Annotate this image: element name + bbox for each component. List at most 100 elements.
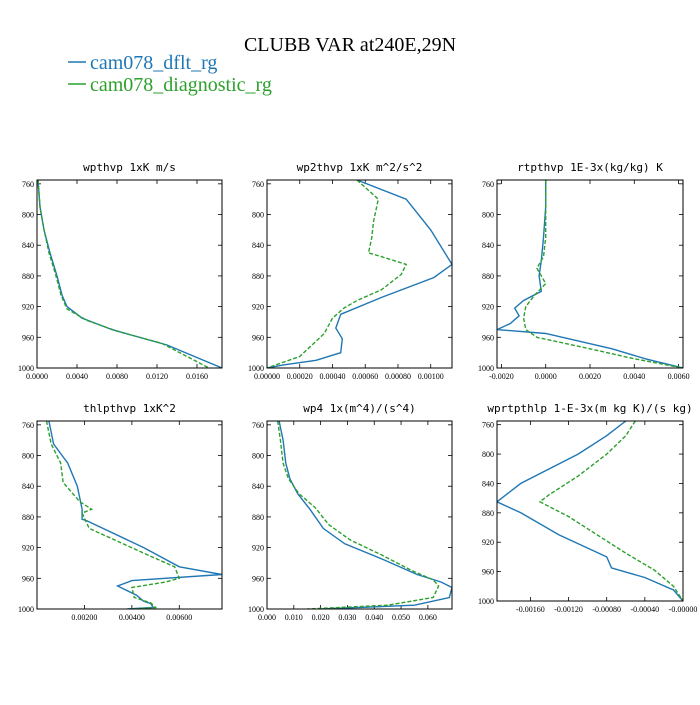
x-tick-label: 0.00020: [287, 372, 313, 381]
y-tick-label: 920: [482, 538, 494, 547]
x-tick-label: -0.00080: [592, 605, 621, 614]
series-line-dflt: [497, 180, 683, 368]
x-tick-label: 0.00000: [254, 372, 280, 381]
series-line-diagnostic: [37, 180, 210, 368]
y-tick-label: 840: [252, 482, 264, 491]
panel-4: thlpthvp 1xK^2 1000 960 920 880 840 800 760 0.00…: [18, 402, 223, 622]
y-tick-label: 800: [482, 211, 494, 220]
y-tick-label: 920: [22, 544, 34, 553]
x-tick-label: 0.0160: [186, 372, 208, 381]
y-tick-label: 840: [482, 479, 494, 488]
x-tick-label: 0.00100: [418, 372, 444, 381]
y-tick-label: 760: [252, 421, 264, 430]
x-tick-label: 0.00040: [319, 372, 345, 381]
series-line-dflt: [497, 421, 683, 601]
plot-frame: [496, 179, 684, 369]
y-tick-label: 1000: [248, 364, 264, 373]
series-line-dflt: [278, 421, 452, 609]
y-tick-label: 760: [482, 180, 494, 189]
y-tick-label: 880: [482, 509, 494, 518]
panel-5: wp4 1x(m^4)/(s^4) 1000 960 920 880 840 800 760 0…: [248, 402, 453, 622]
plot-frame: [36, 420, 223, 610]
panel-title: thlpthvp 1xK^2: [83, 402, 176, 415]
y-tick-label: 880: [252, 272, 264, 281]
legend: cam078_dflt_rg cam078_diagnostic_rg: [68, 52, 272, 96]
figure-title: CLUBB VAR at240E,29N: [244, 34, 456, 56]
x-tick-label: 0.030: [338, 613, 356, 622]
y-tick-label: 920: [22, 303, 34, 312]
x-tick-label: -0.0020: [489, 372, 514, 381]
x-tick-label: -0.00160: [516, 605, 545, 614]
x-tick-label: -0.00000: [669, 605, 698, 614]
x-tick-label: 0.00080: [385, 372, 411, 381]
legend-label-diagnostic: cam078_diagnostic_rg: [90, 74, 272, 96]
x-tick-label: 0.020: [312, 613, 330, 622]
y-tick-label: 960: [22, 574, 34, 583]
y-tick-label: 840: [482, 241, 494, 250]
y-tick-label: 960: [482, 568, 494, 577]
x-tick-label: 0.0060: [668, 372, 690, 381]
series-line-diagnostic: [277, 421, 440, 609]
x-tick-label: 0.00600: [166, 613, 192, 622]
y-tick-label: 800: [252, 452, 264, 461]
y-tick-label: 1000: [478, 597, 494, 606]
panel-2: wp2thvp 1xK m^2/s^2 1000 960 920 880 840 800 76…: [248, 161, 453, 381]
y-tick-label: 1000: [478, 364, 494, 373]
plot-frame: [266, 179, 453, 369]
x-tick-label: 0.00060: [352, 372, 378, 381]
x-tick-label: -0.00120: [554, 605, 583, 614]
x-tick-label: 0.0080: [106, 372, 128, 381]
panel-title: wprtpthlp 1-E-3x(m kg K)/(s kg): [487, 402, 692, 415]
plot-frame: [496, 420, 684, 602]
y-tick-label: 880: [252, 513, 264, 522]
x-tick-label: 0.0040: [66, 372, 88, 381]
panel-title: wpthvp 1xK m/s: [83, 161, 176, 174]
y-tick-label: 960: [252, 574, 264, 583]
x-tick-label: 0.00400: [119, 613, 145, 622]
y-tick-label: 880: [22, 272, 34, 281]
y-tick-label: 840: [22, 482, 34, 491]
y-tick-label: 800: [22, 211, 34, 220]
y-tick-label: 960: [252, 333, 264, 342]
panel-grid: wpthvp 1xK m/s 1000 960 920 880 840 800 760 0.00…: [18, 161, 697, 622]
y-tick-label: 760: [22, 421, 34, 430]
y-tick-label: 800: [482, 450, 494, 459]
panel-title: wp2thvp 1xK m^2/s^2: [297, 161, 423, 174]
x-tick-label: 0.010: [285, 613, 303, 622]
plot-frame: [266, 420, 453, 610]
x-tick-label: 0.0000: [535, 372, 557, 381]
x-tick-label: 0.0120: [146, 372, 168, 381]
panel-6: wprtpthlp 1-E-3x(m kg K)/(s kg) 1000 960 92…: [478, 402, 697, 614]
y-tick-label: 1000: [18, 605, 34, 614]
y-tick-label: 800: [22, 452, 34, 461]
panel-title: wp4 1x(m^4)/(s^4): [303, 402, 416, 415]
series-line-diagnostic: [267, 180, 408, 368]
panel-3: rtpthvp 1E-3x(kg/kg) K 1000 960 920 880 840 80…: [478, 161, 690, 381]
x-tick-label: 0.060: [419, 613, 437, 622]
x-tick-label: 0.050: [392, 613, 410, 622]
y-tick-label: 760: [252, 180, 264, 189]
y-tick-label: 920: [252, 303, 264, 312]
y-tick-label: 760: [22, 180, 34, 189]
y-tick-label: 960: [482, 333, 494, 342]
series-line-diagnostic: [45, 421, 181, 609]
y-tick-label: 1000: [248, 605, 264, 614]
legend-label-dflt: cam078_dflt_rg: [90, 52, 217, 74]
series-line-dflt: [267, 180, 452, 368]
y-tick-label: 800: [252, 211, 264, 220]
y-tick-label: 880: [22, 513, 34, 522]
y-tick-label: 1000: [18, 364, 34, 373]
x-tick-label: 0.000: [258, 613, 276, 622]
y-tick-label: 760: [482, 421, 494, 430]
y-tick-label: 840: [22, 241, 34, 250]
x-tick-label: 0.00200: [71, 613, 97, 622]
y-tick-label: 960: [22, 333, 34, 342]
series-line-diagnostic: [522, 180, 683, 368]
series-line-dflt: [48, 421, 222, 609]
panel-title: rtpthvp 1E-3x(kg/kg) K: [517, 161, 663, 174]
panel-1: wpthvp 1xK m/s 1000 960 920 880 840 800 760 0.00…: [18, 161, 223, 381]
y-tick-label: 920: [482, 303, 494, 312]
x-tick-label: 0.040: [365, 613, 383, 622]
plot-frame: [36, 179, 223, 369]
